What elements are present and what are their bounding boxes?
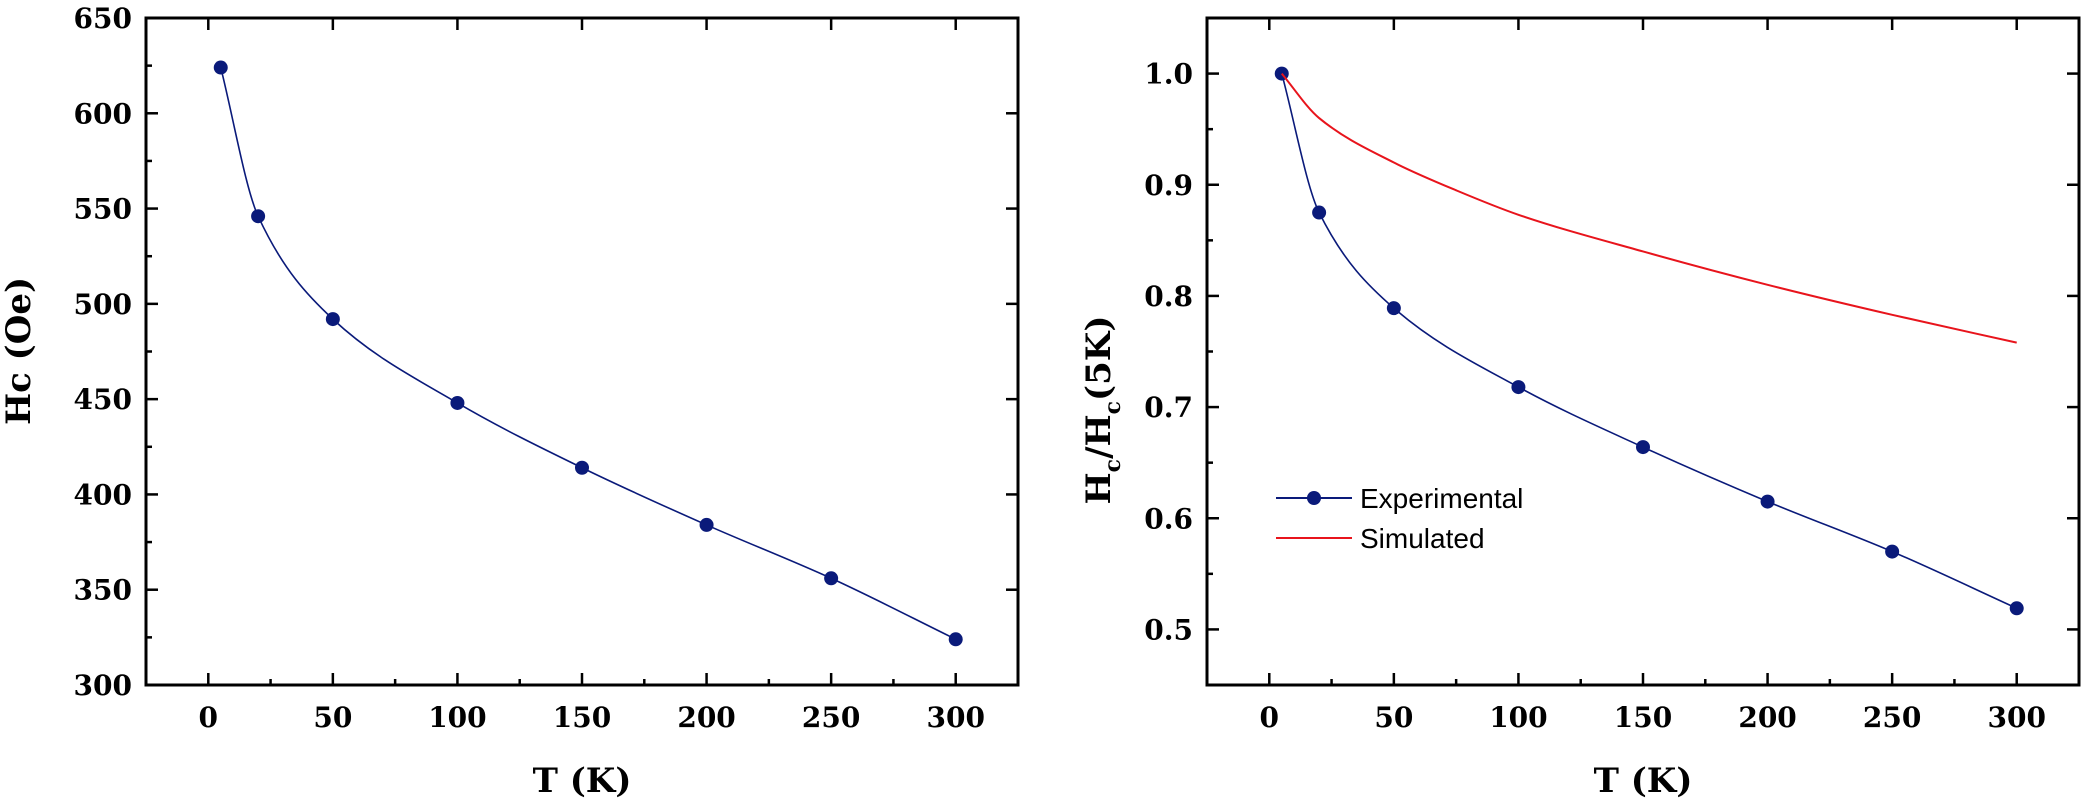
x-tick-label: 250 bbox=[802, 701, 860, 734]
y-tick-label: 0.5 bbox=[1144, 613, 1193, 646]
data-point bbox=[1511, 380, 1526, 395]
x-tick-label: 300 bbox=[926, 701, 984, 734]
y-axis-label: Hc/Hc(5K) bbox=[1079, 316, 1126, 505]
y-axis-label: Hc (Oe) bbox=[0, 277, 39, 425]
y-tick-label: 0.6 bbox=[1144, 502, 1193, 535]
data-point bbox=[1636, 440, 1650, 455]
y-tick-label: 550 bbox=[74, 193, 132, 226]
data-point bbox=[575, 460, 589, 475]
x-tick-label: 0 bbox=[1260, 701, 1279, 734]
y-tick-label: 600 bbox=[74, 97, 132, 130]
data-point bbox=[824, 571, 839, 586]
x-tick-label: 200 bbox=[1738, 701, 1796, 734]
x-tick-label: 250 bbox=[1863, 701, 1921, 734]
data-point bbox=[2009, 601, 2024, 616]
x-tick-label: 100 bbox=[1489, 701, 1547, 734]
y-label-sub1: c bbox=[1100, 459, 1126, 472]
data-point bbox=[948, 632, 963, 647]
x-tick-label: 300 bbox=[1987, 701, 2045, 734]
y-tick-label: 450 bbox=[74, 383, 132, 416]
data-point bbox=[325, 312, 340, 327]
legend-experimental-marker bbox=[1307, 491, 1321, 505]
plot-frame bbox=[1205, 16, 2081, 687]
y-tick-label: 1.0 bbox=[1144, 58, 1193, 91]
experimental-curve bbox=[1280, 73, 2018, 610]
simulated-curve bbox=[1280, 72, 2017, 344]
y-tick-label: 400 bbox=[74, 478, 132, 511]
chart-hc-vs-t: 0 50 100 150 200 250 300 300 350 400 450 500 550 600 6… bbox=[0, 2, 1020, 801]
x-tick-label: 150 bbox=[553, 701, 611, 734]
legend-experimental-label: Experimental bbox=[1360, 483, 1523, 514]
y-tick-label: 0.7 bbox=[1144, 391, 1193, 424]
y-label-sub2: c bbox=[1100, 401, 1126, 414]
data-point bbox=[251, 209, 266, 224]
x-tick-label: 50 bbox=[1374, 701, 1413, 734]
y-tick-label: 350 bbox=[74, 574, 132, 607]
y-tick-label: 300 bbox=[74, 669, 132, 702]
plot-frame bbox=[144, 16, 1020, 687]
x-axis-label: T (K) bbox=[533, 761, 632, 801]
chart-normalized-hc-vs-t: 0 50 100 150 200 250 300 0.5 0.6 0.7 0.8 0.9 1.0 T (… bbox=[1079, 16, 2081, 801]
y-tick-label: 500 bbox=[74, 288, 132, 321]
data-point bbox=[1312, 205, 1327, 220]
data-point bbox=[699, 517, 714, 532]
data-point bbox=[1885, 544, 1900, 559]
x-axis-label: T (K) bbox=[1594, 761, 1693, 801]
y-label-tail: (5K) bbox=[1079, 316, 1119, 401]
y-label-mid: /H bbox=[1079, 414, 1119, 459]
x-tick-label: 200 bbox=[677, 701, 735, 734]
data-point bbox=[1386, 301, 1401, 316]
x-tick-label: 150 bbox=[1614, 701, 1672, 734]
y-tick-label: 650 bbox=[74, 2, 132, 35]
x-tick-label: 100 bbox=[428, 701, 486, 734]
experimental-curve bbox=[219, 67, 957, 640]
x-tick-label: 0 bbox=[199, 701, 218, 734]
data-point bbox=[213, 60, 228, 75]
data-point bbox=[450, 395, 465, 410]
legend: Experimental Simulated bbox=[1276, 483, 1523, 554]
y-tick-label: 0.8 bbox=[1144, 280, 1193, 313]
x-tick-label: 50 bbox=[313, 701, 352, 734]
data-point bbox=[1760, 494, 1775, 509]
legend-simulated-label: Simulated bbox=[1360, 523, 1485, 554]
y-label-main: H bbox=[1079, 472, 1119, 504]
y-tick-label: 0.9 bbox=[1144, 169, 1193, 202]
